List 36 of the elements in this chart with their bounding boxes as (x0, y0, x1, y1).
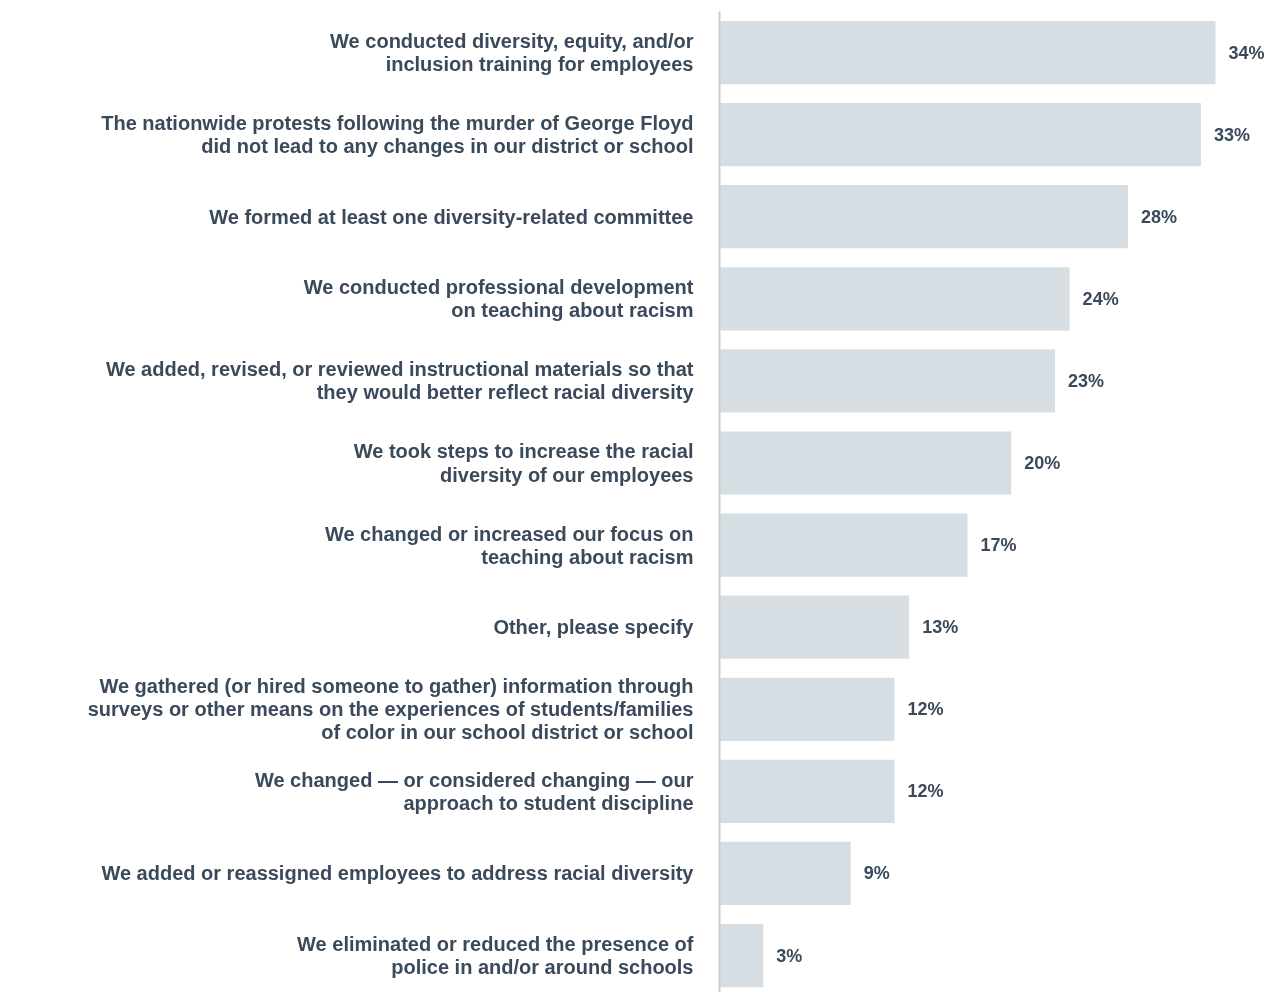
data-label: 28% (1140, 206, 1177, 227)
data-label: 20% (1024, 453, 1061, 474)
bar (719, 431, 1012, 495)
y-tick-label: We gathered (or hired someone to gather) information through surveys or other means on the experiences of students/families of color in our school district or school (87, 675, 694, 744)
bar (719, 841, 851, 906)
data-label: 23% (1068, 370, 1105, 391)
y-tick-label: We conducted professional development on teaching about racism (303, 276, 694, 322)
data-label: 3% (776, 945, 803, 966)
bar (719, 595, 910, 659)
y-tick-label: We formed at least one diversity-related committee (209, 205, 694, 228)
y-tick-label: We eliminated or reduced the presence of police in and/or around schools (297, 933, 694, 979)
data-label: 13% (922, 617, 959, 638)
data-label: 12% (907, 699, 944, 720)
bar (719, 349, 1056, 413)
bar (719, 677, 895, 741)
y-tick-label: We conducted diversity, equity, and/or inclusion training for employees (330, 30, 694, 76)
bar (719, 20, 1216, 85)
y-tick-label: We took steps to increase the racial diversity of our employees (353, 440, 694, 486)
data-label: 12% (907, 781, 944, 802)
data-label: 34% (1228, 42, 1265, 63)
bar (719, 267, 1070, 331)
y-tick-label: The nationwide protests following the murder of George Floyd did not lead to any changes in our district or school (101, 112, 694, 158)
y-tick-label: We added, revised, or reviewed instructional materials so that they would better reflect racial diversity (105, 358, 695, 404)
data-label: 17% (980, 535, 1017, 556)
y-tick-label: We added or reassigned employees to address racial diversity (101, 862, 695, 885)
bar (719, 513, 968, 577)
data-label: 24% (1082, 288, 1119, 309)
y-tick-label: Other, please specify (493, 616, 695, 639)
bar (719, 103, 1201, 167)
bar (719, 923, 764, 988)
data-label: 33% (1213, 124, 1250, 145)
y-tick-label: We changed or increased our focus on teaching about racism (324, 522, 694, 568)
bar (719, 185, 1128, 249)
data-label: 9% (863, 863, 890, 884)
bar (719, 759, 895, 823)
y-tick-label: We changed — or considered changing — our approach to student discipline (254, 768, 694, 814)
